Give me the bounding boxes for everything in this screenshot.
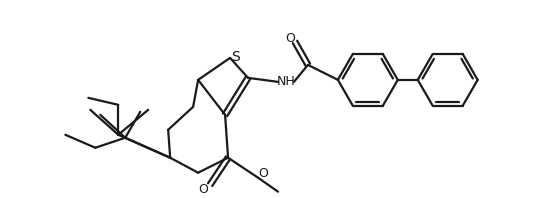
Text: NH: NH (276, 75, 295, 88)
Text: O: O (285, 32, 295, 45)
Text: S: S (231, 50, 240, 64)
Text: O: O (198, 183, 208, 196)
Text: O: O (258, 167, 268, 180)
